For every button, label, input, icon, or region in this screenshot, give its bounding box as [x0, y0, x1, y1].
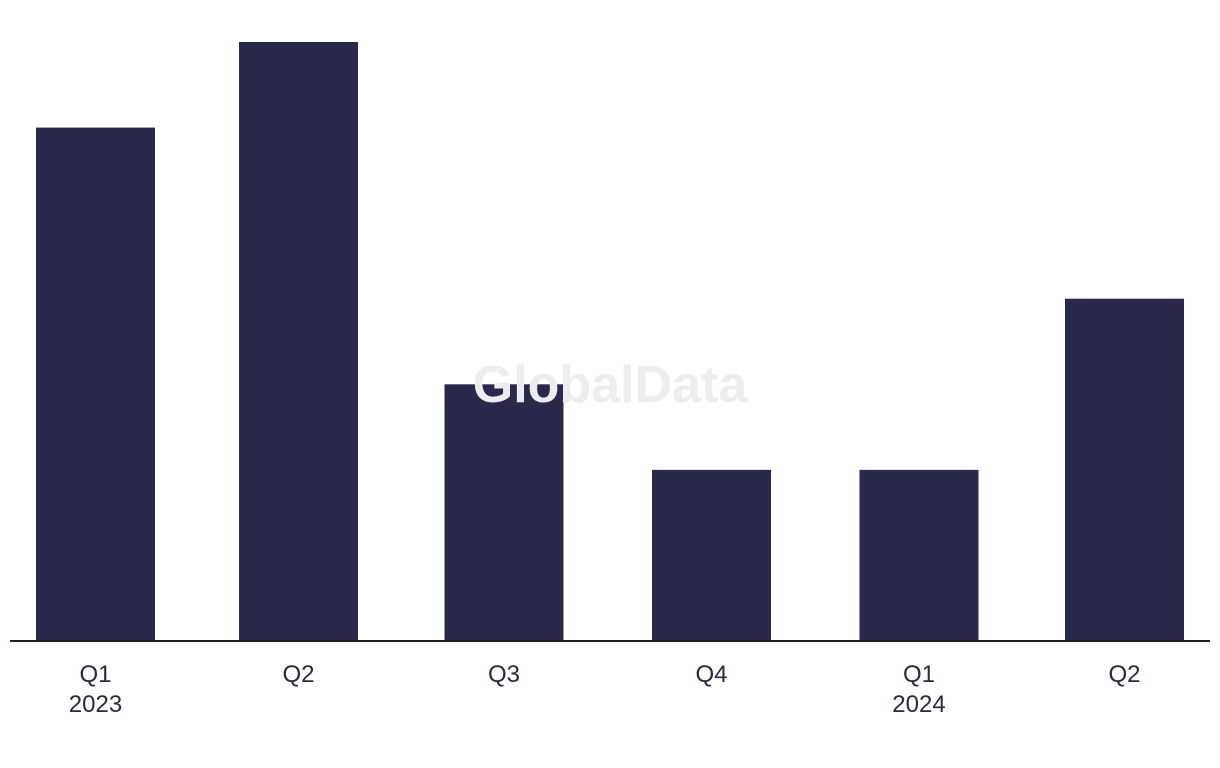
x-tick-label-quarter: Q2	[282, 661, 314, 688]
bar-2	[239, 42, 358, 641]
bar-5	[859, 469, 979, 641]
x-tick-label-quarter: Q3	[488, 661, 520, 688]
bar-3	[444, 384, 564, 641]
x-tick-label-quarter: Q1	[903, 661, 935, 688]
bars-group	[36, 42, 1184, 642]
bar-6	[1065, 298, 1184, 641]
x-tick-label-quarter: Q1	[79, 661, 111, 688]
bar-1	[36, 127, 155, 642]
x-tick-labels: Q1 2023 Q2 Q3 Q4 Q1 2024 Q2	[69, 661, 1141, 718]
x-tick-label-year: 2023	[69, 691, 122, 718]
x-tick-label-quarter: Q2	[1108, 661, 1140, 688]
x-tick-label-year: 2024	[892, 691, 945, 718]
watermark: GlobalData	[473, 356, 749, 414]
x-tick-label-quarter: Q4	[695, 661, 727, 688]
bar-4	[652, 469, 771, 641]
